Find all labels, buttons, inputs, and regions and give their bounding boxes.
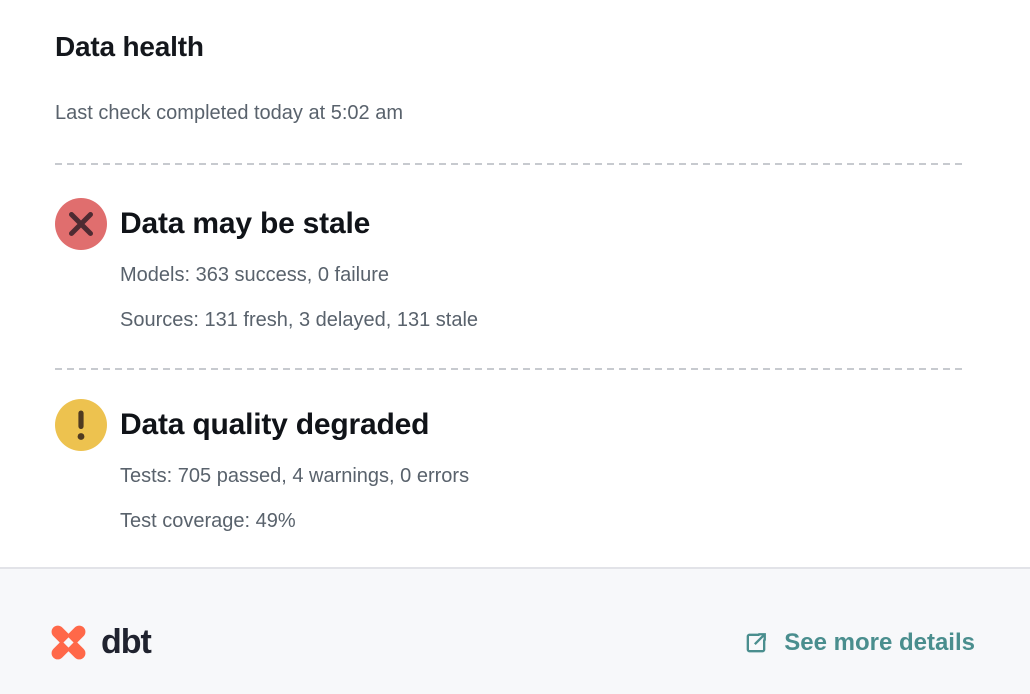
dashed-divider bbox=[55, 368, 966, 370]
page-title: Data health bbox=[55, 31, 204, 62]
panel-content: Data health Last check completed today a… bbox=[55, 31, 966, 532]
dbt-logo-text: dbt bbox=[101, 623, 152, 661]
sources-status-line: Sources: 131 fresh, 3 delayed, 131 stale bbox=[120, 309, 479, 331]
dbt-logo: dbt bbox=[46, 620, 152, 665]
x-circle-icon bbox=[55, 198, 107, 250]
stale-section-heading: Data may be stale bbox=[120, 207, 371, 240]
quality-section-header: Data quality degraded bbox=[55, 399, 966, 451]
dbt-logo-icon bbox=[51, 625, 86, 660]
last-check-status: Last check completed today at 5:02 am bbox=[55, 102, 403, 124]
coverage-status-line: Test coverage: 49% bbox=[120, 510, 296, 532]
stale-section-header: Data may be stale bbox=[55, 198, 966, 250]
dashed-divider bbox=[55, 163, 966, 165]
models-status-line: Models: 363 success, 0 failure bbox=[120, 264, 390, 286]
external-link-icon bbox=[746, 632, 767, 652]
see-more-details-link[interactable]: See more details bbox=[742, 629, 975, 657]
tests-status-line: Tests: 705 passed, 4 warnings, 0 errors bbox=[120, 465, 470, 487]
quality-section-heading: Data quality degraded bbox=[120, 408, 430, 441]
panel-footer: dbt See more details bbox=[0, 567, 1030, 694]
see-more-details-label: See more details bbox=[784, 628, 975, 656]
exclamation-circle-icon bbox=[55, 399, 107, 451]
